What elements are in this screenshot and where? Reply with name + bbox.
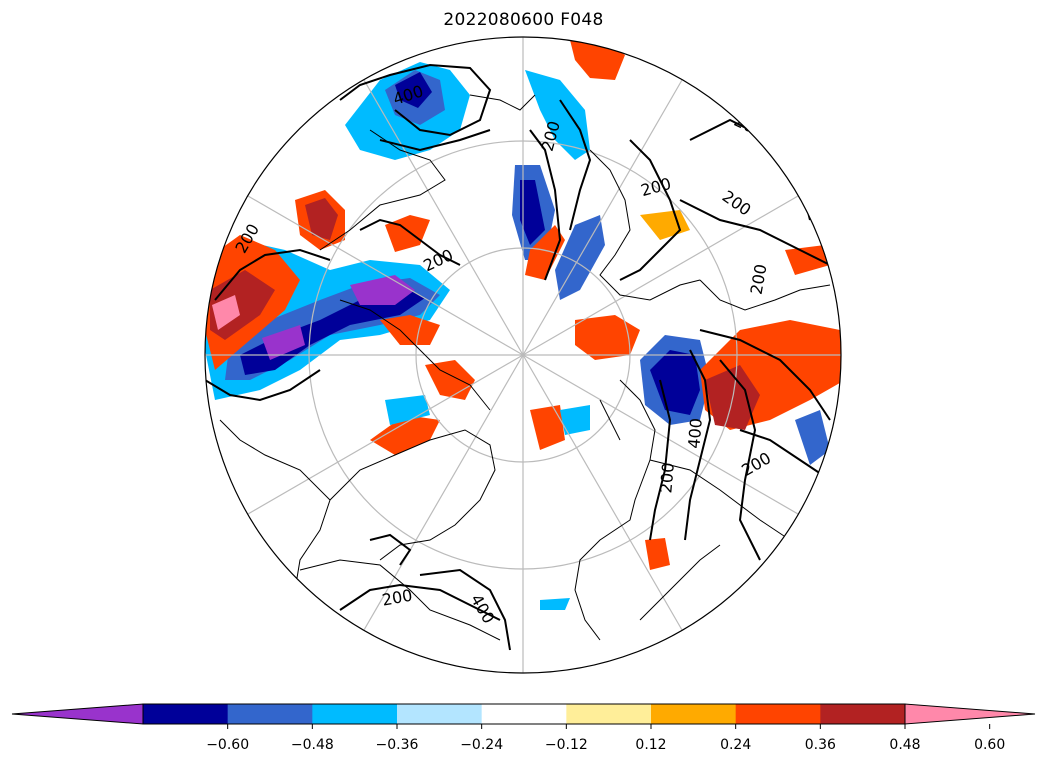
colorbar-block	[397, 704, 483, 724]
shade-region	[525, 225, 565, 280]
colorbar-tick-label: −0.36	[376, 737, 419, 753]
colorbar-block	[651, 704, 737, 724]
colorbar-outline	[142, 703, 906, 725]
coastlines	[219, 94, 831, 641]
map-boundary	[204, 36, 842, 674]
colorbar-extend-high	[904, 703, 1036, 725]
colorbar-block	[566, 704, 652, 724]
contour-lines	[205, 63, 841, 651]
shade-region	[385, 395, 430, 425]
shade-region	[540, 598, 570, 610]
graticule	[205, 37, 841, 673]
contour-label: 400	[684, 417, 706, 449]
shade-region	[305, 198, 338, 240]
colorbar: −0.60 −0.48 −0.36 −0.24 −0.12 0.12 0.24 0.36 0.4…	[11, 703, 1036, 753]
colorbar-block	[481, 704, 567, 724]
shaded-anomaly-fields	[205, 38, 841, 610]
colorbar-block	[735, 704, 821, 724]
colorbar-tick-label: 0.60	[974, 737, 1005, 753]
colorbar-block	[227, 704, 313, 724]
colorbar-block	[312, 704, 398, 724]
shade-region	[262, 325, 305, 360]
colorbar-block	[820, 704, 906, 724]
shade-region	[370, 415, 440, 455]
shade-region	[560, 405, 590, 435]
shade-region	[525, 70, 590, 160]
colorbar-block	[143, 704, 229, 724]
shade-region	[530, 405, 565, 450]
colorbar-tick-label: −0.12	[545, 737, 588, 753]
shade-region	[380, 315, 440, 345]
polar-map: 400 200 200 200 200 200 200 200 200 400 …	[204, 36, 842, 674]
shade-region	[650, 350, 700, 415]
colorbar-tick-label: −0.48	[291, 737, 334, 753]
shade-region	[520, 180, 545, 245]
colorbar-tick-label: 0.12	[635, 737, 666, 753]
shade-region	[645, 538, 670, 570]
colorbar-extend-low	[11, 703, 144, 725]
colorbar-tick-label: 0.48	[889, 737, 920, 753]
colorbar-tick-label: 0.36	[805, 737, 836, 753]
shade-region	[785, 245, 830, 275]
shade-region	[395, 72, 432, 108]
colorbar-tick-label: −0.60	[206, 737, 249, 753]
colorbar-tick-label: −0.24	[460, 737, 503, 753]
colorbar-tick-label: 0.24	[720, 737, 751, 753]
contour-label: 200	[656, 462, 678, 494]
shade-region	[795, 410, 830, 465]
shade-region	[575, 315, 640, 360]
shade-region	[212, 295, 240, 330]
map-title: 2022080600 F048	[443, 10, 604, 30]
